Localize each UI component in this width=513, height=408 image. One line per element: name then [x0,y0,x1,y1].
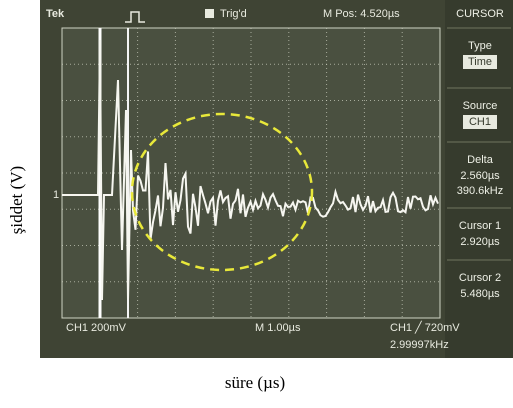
y-axis-label: şiddet (V) [7,166,26,234]
menu-title: CURSOR [456,8,504,20]
trigger-status: Trig'd [220,8,247,20]
channel-scale: CH1 200mV [66,322,127,334]
menu-label: Type [468,40,492,52]
menu-value: Time [468,56,492,68]
frequency: 2.99997kHz [390,339,449,351]
menu-label: Source [463,100,498,112]
m-pos: M Pos: 4.520µs [323,8,400,20]
menu-label: Delta [467,154,494,166]
menu-value: 2.560µs [460,170,500,182]
menu-value-2: 390.6kHz [457,185,503,197]
trigger-level: CH1 ╱ 720mV [390,320,460,334]
menu-label: Cursor 2 [459,272,501,284]
waveform [62,39,439,301]
menu-value: 2.920µs [460,236,500,248]
menu-value-box [463,55,497,69]
menu-value: CH1 [469,116,491,128]
trig-icon [205,9,214,18]
x-axis-label: süre (µs) [225,373,285,392]
screen-border [61,27,441,319]
menu-items: Type Time Source CH1 Delta 2.560µs 390.6kHz Cur… [447,27,511,300]
menu-value-box [463,115,497,129]
menu-value: 5.480µs [460,288,500,300]
trigger-icon [125,11,145,23]
menu-label: Cursor 1 [459,220,501,232]
brand: Tek [46,8,65,20]
timebase: M 1.00µs [255,322,301,334]
highlight-ellipse [130,112,314,272]
ground-marker: 1 [53,189,59,201]
